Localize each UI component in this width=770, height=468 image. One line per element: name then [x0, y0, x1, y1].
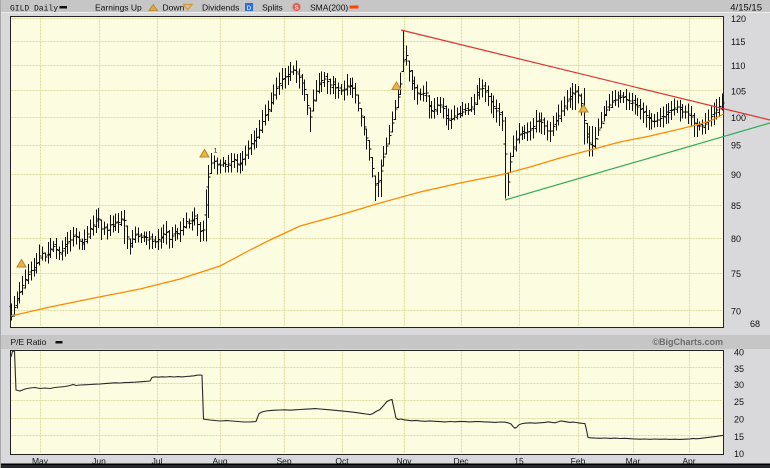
- svg-text:75: 75: [731, 269, 741, 279]
- svg-text:Nov: Nov: [396, 456, 412, 466]
- svg-text:Down: Down: [163, 3, 185, 13]
- svg-text:P/E Ratio: P/E Ratio: [11, 337, 47, 347]
- svg-text:Feb: Feb: [571, 456, 586, 466]
- svg-text:120: 120: [731, 14, 746, 24]
- svg-text:Apr: Apr: [682, 456, 695, 466]
- svg-text:110: 110: [731, 61, 745, 71]
- svg-text:68: 68: [750, 319, 760, 329]
- svg-text:Dividends: Dividends: [202, 3, 239, 13]
- svg-text:D: D: [247, 5, 252, 12]
- svg-text:Earnings Up: Earnings Up: [95, 3, 142, 13]
- svg-text:30: 30: [734, 380, 744, 390]
- svg-text:May: May: [32, 456, 49, 466]
- svg-text:©BigCharts.com: ©BigCharts.com: [652, 337, 723, 347]
- svg-text:105: 105: [731, 86, 746, 96]
- svg-text:85: 85: [731, 201, 741, 211]
- svg-text:4/15/15: 4/15/15: [730, 3, 762, 14]
- svg-text:S: S: [294, 5, 299, 12]
- svg-text:Sep: Sep: [276, 456, 291, 466]
- svg-text:Dec: Dec: [453, 456, 469, 466]
- svg-text:20: 20: [734, 415, 744, 425]
- svg-text:10: 10: [734, 449, 744, 459]
- svg-text:40: 40: [734, 348, 744, 358]
- svg-text:Oct: Oct: [335, 456, 349, 466]
- svg-text:1: 1: [214, 148, 218, 155]
- svg-text:Jul: Jul: [152, 456, 163, 466]
- svg-text:25: 25: [734, 397, 744, 407]
- svg-text:115: 115: [731, 37, 745, 47]
- svg-text:80: 80: [731, 234, 741, 244]
- svg-text:15: 15: [734, 432, 744, 442]
- svg-text:GILD Daily: GILD Daily: [10, 5, 58, 14]
- svg-text:Mar: Mar: [626, 456, 641, 466]
- svg-text:Aug: Aug: [212, 456, 227, 466]
- svg-text:Splits: Splits: [262, 3, 283, 13]
- svg-text:95: 95: [731, 141, 741, 151]
- svg-text:Jun: Jun: [92, 456, 106, 466]
- svg-text:100: 100: [731, 113, 746, 123]
- svg-text:15: 15: [514, 456, 524, 466]
- svg-text:70: 70: [731, 306, 741, 316]
- svg-text:35: 35: [734, 364, 744, 374]
- svg-text:90: 90: [731, 170, 741, 180]
- svg-text:SMA(200): SMA(200): [310, 3, 348, 13]
